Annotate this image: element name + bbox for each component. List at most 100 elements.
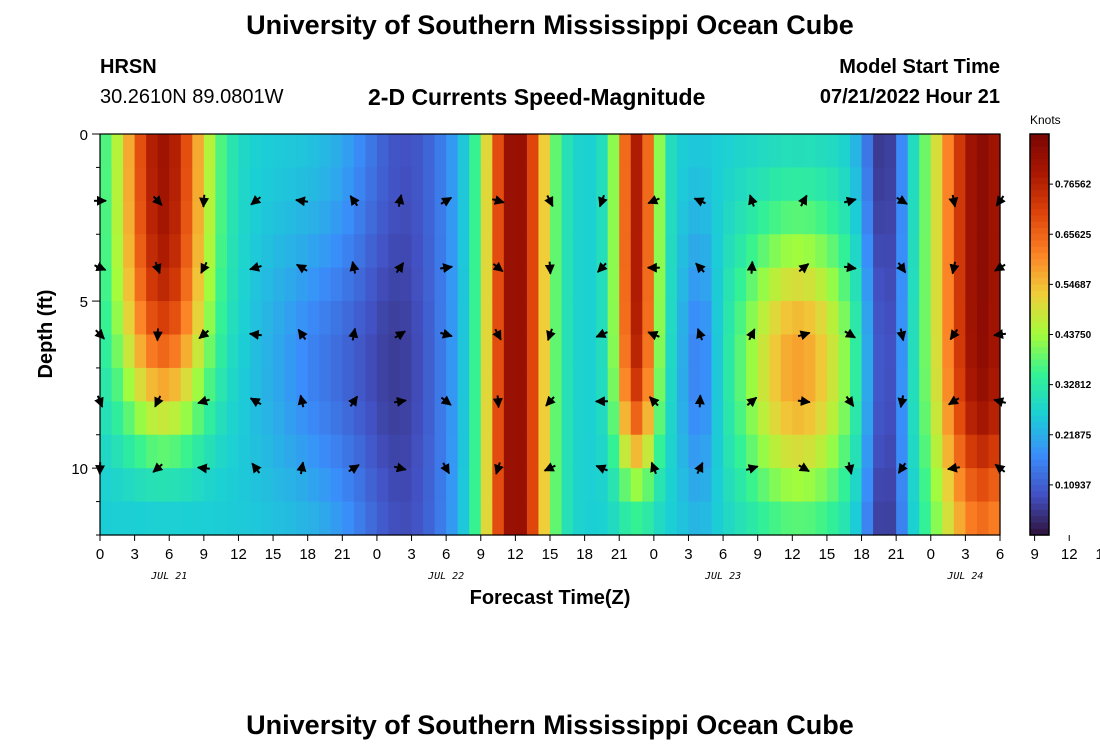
heatmap-cell [215,134,228,169]
heatmap-cell [642,367,655,402]
heatmap-cell [423,334,436,369]
heatmap-cell [273,434,286,469]
heatmap-cell [723,301,736,336]
heatmap-cell [319,501,332,536]
current-arrow [695,262,706,274]
heatmap-cell [573,267,586,302]
heatmap-cell [342,334,355,369]
heatmap-cell [676,200,690,235]
heatmap-cell [400,234,413,269]
heatmap-cell [100,434,113,469]
heatmap-cell [538,301,551,336]
current-arrow [151,261,162,275]
heatmap-cell [930,367,943,402]
heatmap-cell [700,234,713,269]
heatmap-cell [573,200,586,235]
colorbar-segment [1030,340,1049,348]
x-tick-label: 3 [130,546,138,563]
heatmap-cell [203,401,216,436]
x-tick-label: 12 [230,546,247,563]
current-arrow [394,330,406,341]
heatmap-cell [803,367,816,402]
heatmap-cell [850,301,863,336]
heatmap-cell [388,501,401,536]
heatmap-cell [976,334,990,369]
heatmap-cell [676,267,690,302]
heatmap-cell [746,501,759,536]
colorbar-segment [1030,372,1049,379]
current-arrow [896,195,908,205]
current-arrow [648,396,660,407]
heatmap-cell [907,134,920,169]
heatmap-cell [792,468,805,503]
heatmap-cell [342,401,355,436]
heatmap-cell [111,401,124,436]
heatmap-cell [711,134,724,169]
heatmap-cell [826,234,840,269]
heatmap-cell [226,501,240,536]
heatmap-cell [492,501,505,536]
heatmap-cell [757,134,770,169]
x-tick-label: 15 [819,546,836,563]
heatmap-cell [307,301,320,336]
heatmap-cell [400,334,413,369]
heatmap-cell [526,367,540,402]
current-arrow [897,462,908,474]
heatmap-cell [630,267,643,302]
heatmap-cell [746,167,759,202]
heatmap-cell [953,200,966,235]
heatmap-cell [180,134,193,169]
heatmap-cell [815,501,828,536]
heatmap-cell [342,468,355,503]
heatmap-cell [700,167,713,202]
heatmap-cell [238,501,251,536]
heatmap-cell [123,167,136,202]
heatmap-cell [515,267,528,302]
colorbar-segment [1030,528,1049,536]
heatmap-cell [319,401,332,436]
heatmap-cell [284,334,297,369]
heatmap-cell [446,301,459,336]
y-tick-label: 0 [80,127,88,144]
heatmap-cell [169,367,182,402]
heatmap-cell [169,434,182,469]
colorbar-segment [1030,215,1049,223]
heatmap-cell [261,401,274,436]
heatmap-cell [642,468,655,503]
heatmap-cell [711,367,724,402]
heatmap-cell [226,234,240,269]
heatmap-cell [619,367,632,402]
colorbar-segment [1030,284,1049,292]
heatmap-cell [134,434,147,469]
current-arrow [440,263,454,274]
heatmap-cell [734,234,747,269]
heatmap-cell [480,267,493,302]
heatmap-cell [457,134,470,169]
current-arrow [896,328,907,342]
heatmap-cell [469,234,482,269]
heatmap-cell [134,367,147,402]
current-arrow [949,261,960,275]
heatmap-cell [469,167,482,202]
heatmap-cell [538,234,551,269]
current-arrow [152,195,163,206]
heatmap-cell [319,134,332,169]
heatmap-cell [376,334,390,369]
heatmap-cell [700,267,713,302]
heatmap-cell [596,434,609,469]
y-axis: 0 5 10 [71,127,100,536]
heatmap-cell [503,401,516,436]
heatmap-cell [630,501,643,536]
heatmap-cell [365,501,378,536]
heatmap-cell [411,301,424,336]
heatmap-cell [988,134,1001,169]
heatmap-cell [757,367,770,402]
heatmap-cell [250,334,263,369]
heatmap-cell [400,167,413,202]
current-arrow [696,327,706,341]
heatmap-cell [723,367,736,402]
heatmap-cell [619,501,632,536]
heatmap-cell [353,134,366,169]
heatmap-cell [157,167,170,202]
heatmap-cell [480,134,493,169]
